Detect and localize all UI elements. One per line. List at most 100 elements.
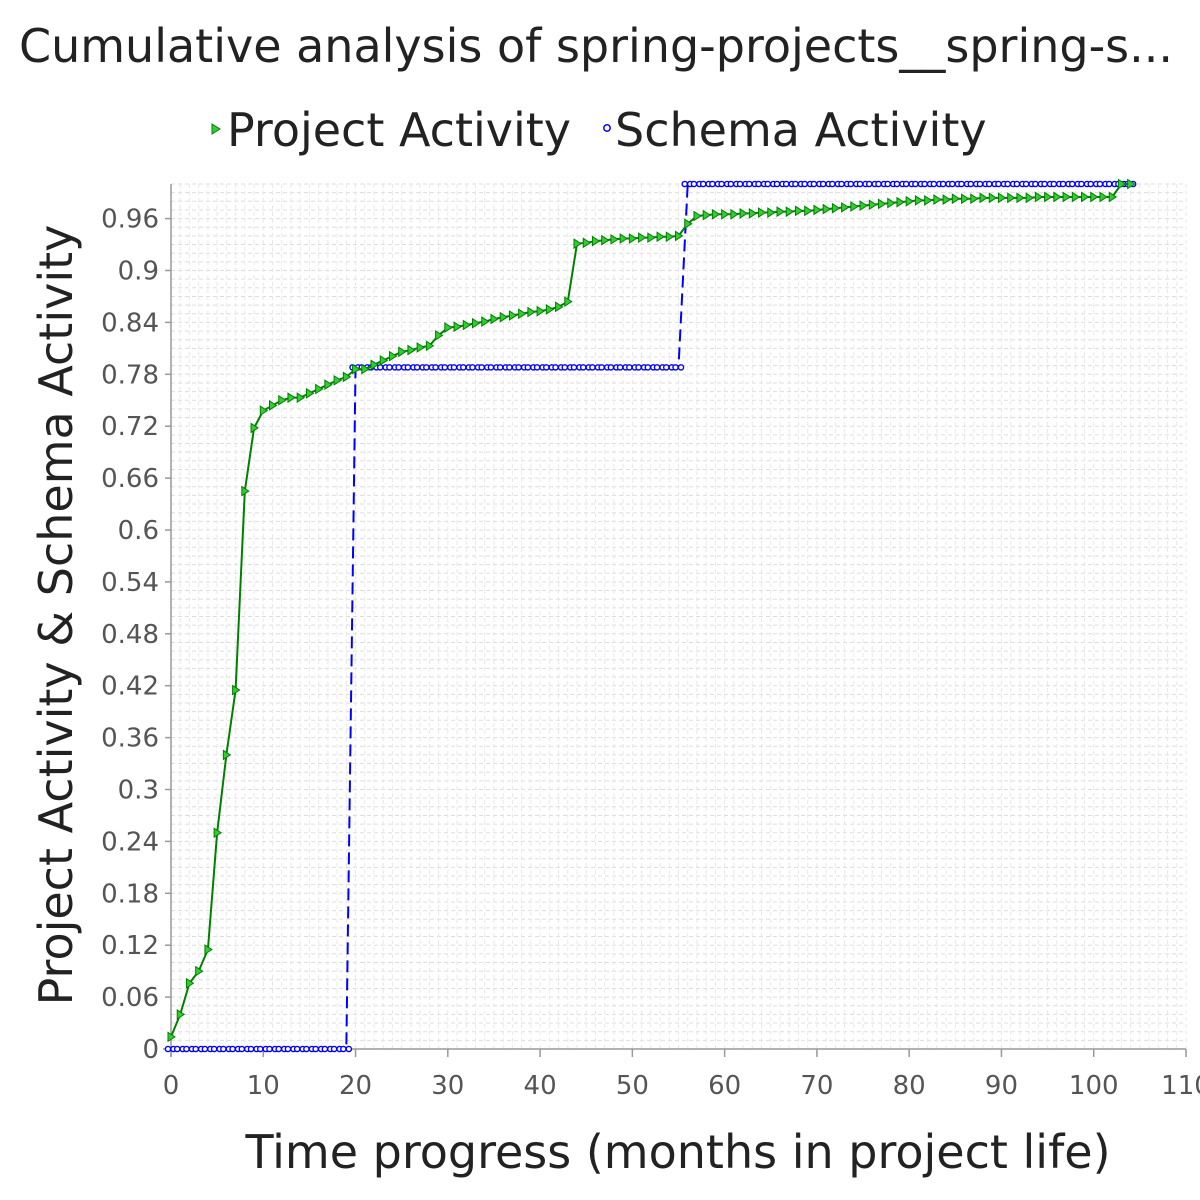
schema-activity-point bbox=[949, 180, 956, 188]
schema-activity-point bbox=[662, 364, 670, 371]
schema-activity-point bbox=[515, 364, 522, 371]
x-tick-label: 40 bbox=[524, 1071, 557, 1101]
schema-activity-point bbox=[220, 1045, 227, 1053]
project-activity-point bbox=[324, 379, 333, 391]
schema-activity-point bbox=[321, 1045, 329, 1053]
project-activity-point bbox=[269, 400, 278, 411]
project-activity-point bbox=[804, 205, 813, 217]
x-tick-label: 50 bbox=[616, 1071, 649, 1101]
series bbox=[164, 178, 1137, 1053]
x-tick-label: 80 bbox=[893, 1071, 926, 1101]
x-tick-label: 100 bbox=[1069, 1071, 1119, 1101]
schema-activity-point bbox=[1004, 180, 1011, 188]
y-tick-label: 0.12 bbox=[101, 931, 159, 961]
project-activity-point bbox=[951, 193, 961, 205]
project-activity-point bbox=[555, 301, 564, 313]
project-activity-point bbox=[352, 363, 361, 375]
project-activity-point bbox=[638, 232, 647, 244]
project-activity-point bbox=[176, 1008, 186, 1020]
project-activity-point bbox=[1071, 191, 1081, 203]
schema-activity-point bbox=[902, 180, 910, 188]
project-activity-point bbox=[924, 195, 933, 206]
project-activity-point bbox=[758, 207, 767, 218]
schema-activity-point bbox=[524, 364, 532, 371]
project-activity-series bbox=[167, 178, 1136, 1043]
project-activity-point bbox=[1044, 191, 1053, 203]
project-activity-point bbox=[296, 392, 306, 404]
project-activity-point bbox=[822, 203, 832, 215]
schema-activity-point bbox=[616, 364, 624, 371]
project-activity-point bbox=[997, 192, 1007, 204]
project-activity-point bbox=[1034, 191, 1044, 203]
schema-activity-point bbox=[847, 180, 855, 188]
schema-activity-point bbox=[995, 180, 1002, 188]
project-activity-point bbox=[370, 359, 379, 371]
schema-activity-point bbox=[533, 364, 541, 371]
project-activity-point bbox=[1053, 191, 1062, 203]
project-activity-point bbox=[933, 194, 942, 205]
x-tick-label: 10 bbox=[247, 1071, 280, 1101]
project-activity-point bbox=[979, 192, 988, 204]
y-tick-label: 0.78 bbox=[101, 360, 159, 390]
y-tick-label: 0.36 bbox=[101, 724, 159, 754]
y-tick-label: 0.72 bbox=[101, 412, 159, 442]
y-tick-label: 0.84 bbox=[101, 308, 159, 338]
schema-activity-point bbox=[865, 180, 873, 188]
project-activity-point bbox=[1127, 178, 1136, 190]
schema-activity-point bbox=[746, 180, 753, 188]
y-tick-label: 0.18 bbox=[101, 879, 159, 909]
schema-activity-point bbox=[275, 1045, 283, 1053]
schema-activity-point bbox=[210, 1045, 218, 1053]
project-activity-point bbox=[250, 422, 259, 434]
y-tick-label: 0.6 bbox=[118, 516, 159, 546]
project-activity-point bbox=[730, 208, 739, 220]
schema-activity-point bbox=[570, 364, 578, 371]
x-tick-label: 110 bbox=[1161, 1071, 1200, 1101]
project-activity-point bbox=[1081, 191, 1090, 203]
project-activity-point bbox=[914, 195, 924, 206]
schema-activity-point bbox=[303, 1045, 310, 1053]
schema-activity-point bbox=[395, 364, 402, 371]
project-activity-point bbox=[435, 329, 444, 341]
y-tick-label: 0.42 bbox=[101, 672, 159, 702]
project-activity-point bbox=[665, 231, 675, 243]
schema-activity-point bbox=[345, 1045, 353, 1053]
schema-activity-point bbox=[764, 180, 772, 188]
project-activity-point bbox=[213, 827, 223, 839]
y-tick-label: 0 bbox=[142, 1035, 159, 1065]
schema-activity-point bbox=[736, 180, 744, 188]
schema-activity-point bbox=[598, 364, 605, 371]
project-activity-point bbox=[739, 207, 749, 219]
project-activity-point bbox=[453, 321, 462, 333]
project-activity-point bbox=[508, 310, 518, 321]
project-activity-point bbox=[1016, 192, 1025, 204]
project-activity-point bbox=[388, 350, 398, 362]
legend-project-marker bbox=[211, 123, 221, 135]
project-activity-point bbox=[398, 346, 407, 358]
schema-activity-point bbox=[173, 1045, 181, 1053]
schema-activity-point bbox=[312, 1045, 319, 1053]
schema-activity-point bbox=[1068, 180, 1076, 188]
schema-activity-point bbox=[819, 180, 827, 188]
y-tick-label: 0.48 bbox=[101, 620, 159, 650]
project-activity-point bbox=[619, 233, 629, 244]
schema-activity-point bbox=[450, 364, 458, 371]
schema-activity-point bbox=[607, 364, 615, 371]
project-activity-point bbox=[961, 193, 970, 205]
schema-activity-point bbox=[229, 1045, 236, 1053]
schema-activity-point bbox=[284, 1045, 292, 1053]
project-activity-point bbox=[472, 317, 481, 329]
project-activity-point bbox=[794, 205, 804, 217]
x-tick-label: 30 bbox=[431, 1071, 464, 1101]
schema-activity-point bbox=[699, 180, 707, 188]
grid bbox=[171, 183, 1187, 1049]
project-activity-point bbox=[232, 684, 241, 696]
project-activity-point bbox=[675, 230, 684, 242]
x-tick-label: 0 bbox=[163, 1071, 180, 1101]
project-activity-point bbox=[1117, 178, 1127, 190]
schema-activity-point bbox=[266, 1045, 273, 1053]
project-activity-point bbox=[1007, 192, 1016, 204]
schema-activity-point bbox=[681, 180, 689, 188]
schema-activity-point bbox=[164, 1045, 172, 1053]
project-activity-point bbox=[481, 316, 490, 327]
